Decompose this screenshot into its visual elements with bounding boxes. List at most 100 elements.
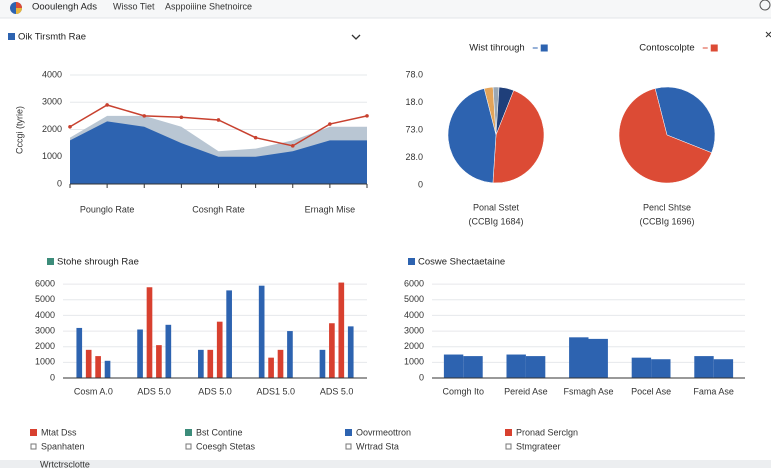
side-axis-label: 18.0 bbox=[405, 97, 423, 107]
bar bbox=[287, 331, 293, 378]
bar bbox=[694, 356, 714, 378]
bar bbox=[207, 349, 214, 378]
subcaption: (CCBIg 1684) bbox=[468, 216, 523, 226]
x-tick-label: Fsmagh Ase bbox=[563, 386, 613, 396]
legend-swatch bbox=[345, 429, 352, 436]
y-tick-label: 6000 bbox=[404, 279, 424, 289]
bar bbox=[329, 323, 335, 378]
close-icon[interactable] bbox=[759, 0, 771, 11]
x-tick-label: ADS1 5.0 bbox=[257, 386, 296, 396]
x-tick-label: Ernagh Mise bbox=[305, 204, 356, 214]
bar bbox=[463, 356, 483, 378]
x-tick-label: Comgh Ito bbox=[443, 386, 485, 396]
y-tick-label: 4000 bbox=[42, 69, 62, 79]
x-tick-label: ADS 5.0 bbox=[320, 386, 354, 396]
logo-part bbox=[16, 8, 22, 14]
y-tick-label: 1000 bbox=[35, 357, 55, 367]
status-text: Wrtctrsclotte bbox=[40, 459, 90, 468]
bar bbox=[76, 327, 83, 378]
chart-title: Contoscolpte bbox=[639, 43, 694, 54]
legend-label: Oovrmeottron bbox=[356, 427, 411, 437]
y-tick-label: 2000 bbox=[404, 341, 424, 351]
y-tick-label: 1000 bbox=[42, 151, 62, 161]
bar bbox=[165, 324, 172, 378]
legend-sublabel: Coesgh Stetas bbox=[196, 441, 256, 451]
bar bbox=[268, 357, 274, 378]
x-tick-label: ADS 5.0 bbox=[198, 386, 232, 396]
x-tick-label: ADS 5.0 bbox=[137, 386, 171, 396]
y-tick-label: 3000 bbox=[35, 325, 55, 335]
bar bbox=[137, 329, 143, 378]
y-tick-label: 6000 bbox=[35, 279, 55, 289]
y-tick-label: 2000 bbox=[42, 124, 62, 134]
bar bbox=[713, 359, 734, 378]
legend-label: Pronad Serclgn bbox=[516, 427, 578, 437]
bar bbox=[95, 356, 101, 378]
x-tick-label: Pereid Ase bbox=[504, 386, 548, 396]
close-x[interactable] bbox=[765, 31, 771, 38]
x-tick-label: Cosngh Rate bbox=[192, 204, 245, 214]
caption: Pencl Shtse bbox=[643, 202, 691, 212]
y-tick-label: 0 bbox=[419, 372, 424, 382]
caption: Ponal Sstet bbox=[473, 202, 520, 212]
bar bbox=[198, 349, 204, 378]
x-tick-label: Cosm A.0 bbox=[74, 386, 113, 396]
legend-swatch bbox=[505, 429, 512, 436]
bar bbox=[216, 321, 223, 378]
chart-title: Stohe shrough Rae bbox=[57, 257, 139, 268]
legend-subicon bbox=[30, 443, 37, 450]
pie-slice bbox=[654, 86, 716, 154]
side-axis-label: 73.0 bbox=[405, 124, 423, 134]
point bbox=[142, 114, 147, 118]
status-bar bbox=[0, 460, 771, 468]
legend-sublabel: Wrtrad Sta bbox=[356, 441, 399, 451]
area bbox=[70, 121, 367, 184]
legend-sublabel: Spanhaten bbox=[41, 441, 85, 451]
chart-title: Wist tihrough bbox=[469, 43, 524, 54]
bar bbox=[525, 356, 546, 378]
bar bbox=[85, 349, 92, 378]
bar bbox=[631, 357, 652, 378]
y-tick-label: 5000 bbox=[35, 294, 55, 304]
pie-slice bbox=[618, 88, 712, 184]
bar bbox=[277, 349, 284, 378]
legend-sublabel: Stmgrateer bbox=[516, 441, 561, 451]
y-tick-label: 1000 bbox=[404, 357, 424, 367]
side-axis-label: 78.0 bbox=[405, 69, 423, 79]
logo-part bbox=[16, 2, 22, 8]
point bbox=[365, 114, 369, 118]
pie-slice bbox=[492, 90, 545, 184]
y-tick-label: 3000 bbox=[42, 97, 62, 107]
chart-title: Coswe Shectaetaine bbox=[418, 257, 505, 268]
side-axis-label: 28.0 bbox=[405, 152, 423, 162]
legend-label: Mtat Dss bbox=[41, 427, 77, 437]
point bbox=[328, 122, 332, 126]
y-tick-label: 5000 bbox=[404, 294, 424, 304]
x-tick-label: Pocel Ase bbox=[631, 386, 671, 396]
legend-swatch bbox=[8, 33, 15, 40]
legend-swatch bbox=[540, 44, 548, 52]
point bbox=[216, 118, 221, 122]
bar bbox=[104, 360, 111, 378]
legend-label: Bst Contine bbox=[196, 427, 243, 437]
dropdown-chevron[interactable] bbox=[351, 34, 361, 40]
bar bbox=[319, 349, 326, 378]
nav-item[interactable]: Asppoiiine Shetnoirce bbox=[165, 1, 252, 11]
legend-subicon bbox=[505, 443, 512, 450]
bar bbox=[338, 282, 345, 378]
bar bbox=[347, 326, 354, 378]
bar bbox=[443, 354, 464, 378]
app-name: Oooulengh Ads bbox=[32, 2, 97, 13]
legend-swatch bbox=[185, 429, 192, 436]
y-tick-label: 0 bbox=[57, 178, 62, 188]
legend-subicon bbox=[345, 443, 352, 450]
x-tick-label: Fama Ase bbox=[693, 386, 734, 396]
bar bbox=[258, 285, 265, 378]
legend-subicon bbox=[185, 443, 192, 450]
point bbox=[68, 124, 72, 129]
y-tick-label: 3000 bbox=[404, 325, 424, 335]
nav-item[interactable]: Wisso Tiet bbox=[113, 1, 155, 11]
bar bbox=[588, 338, 608, 378]
